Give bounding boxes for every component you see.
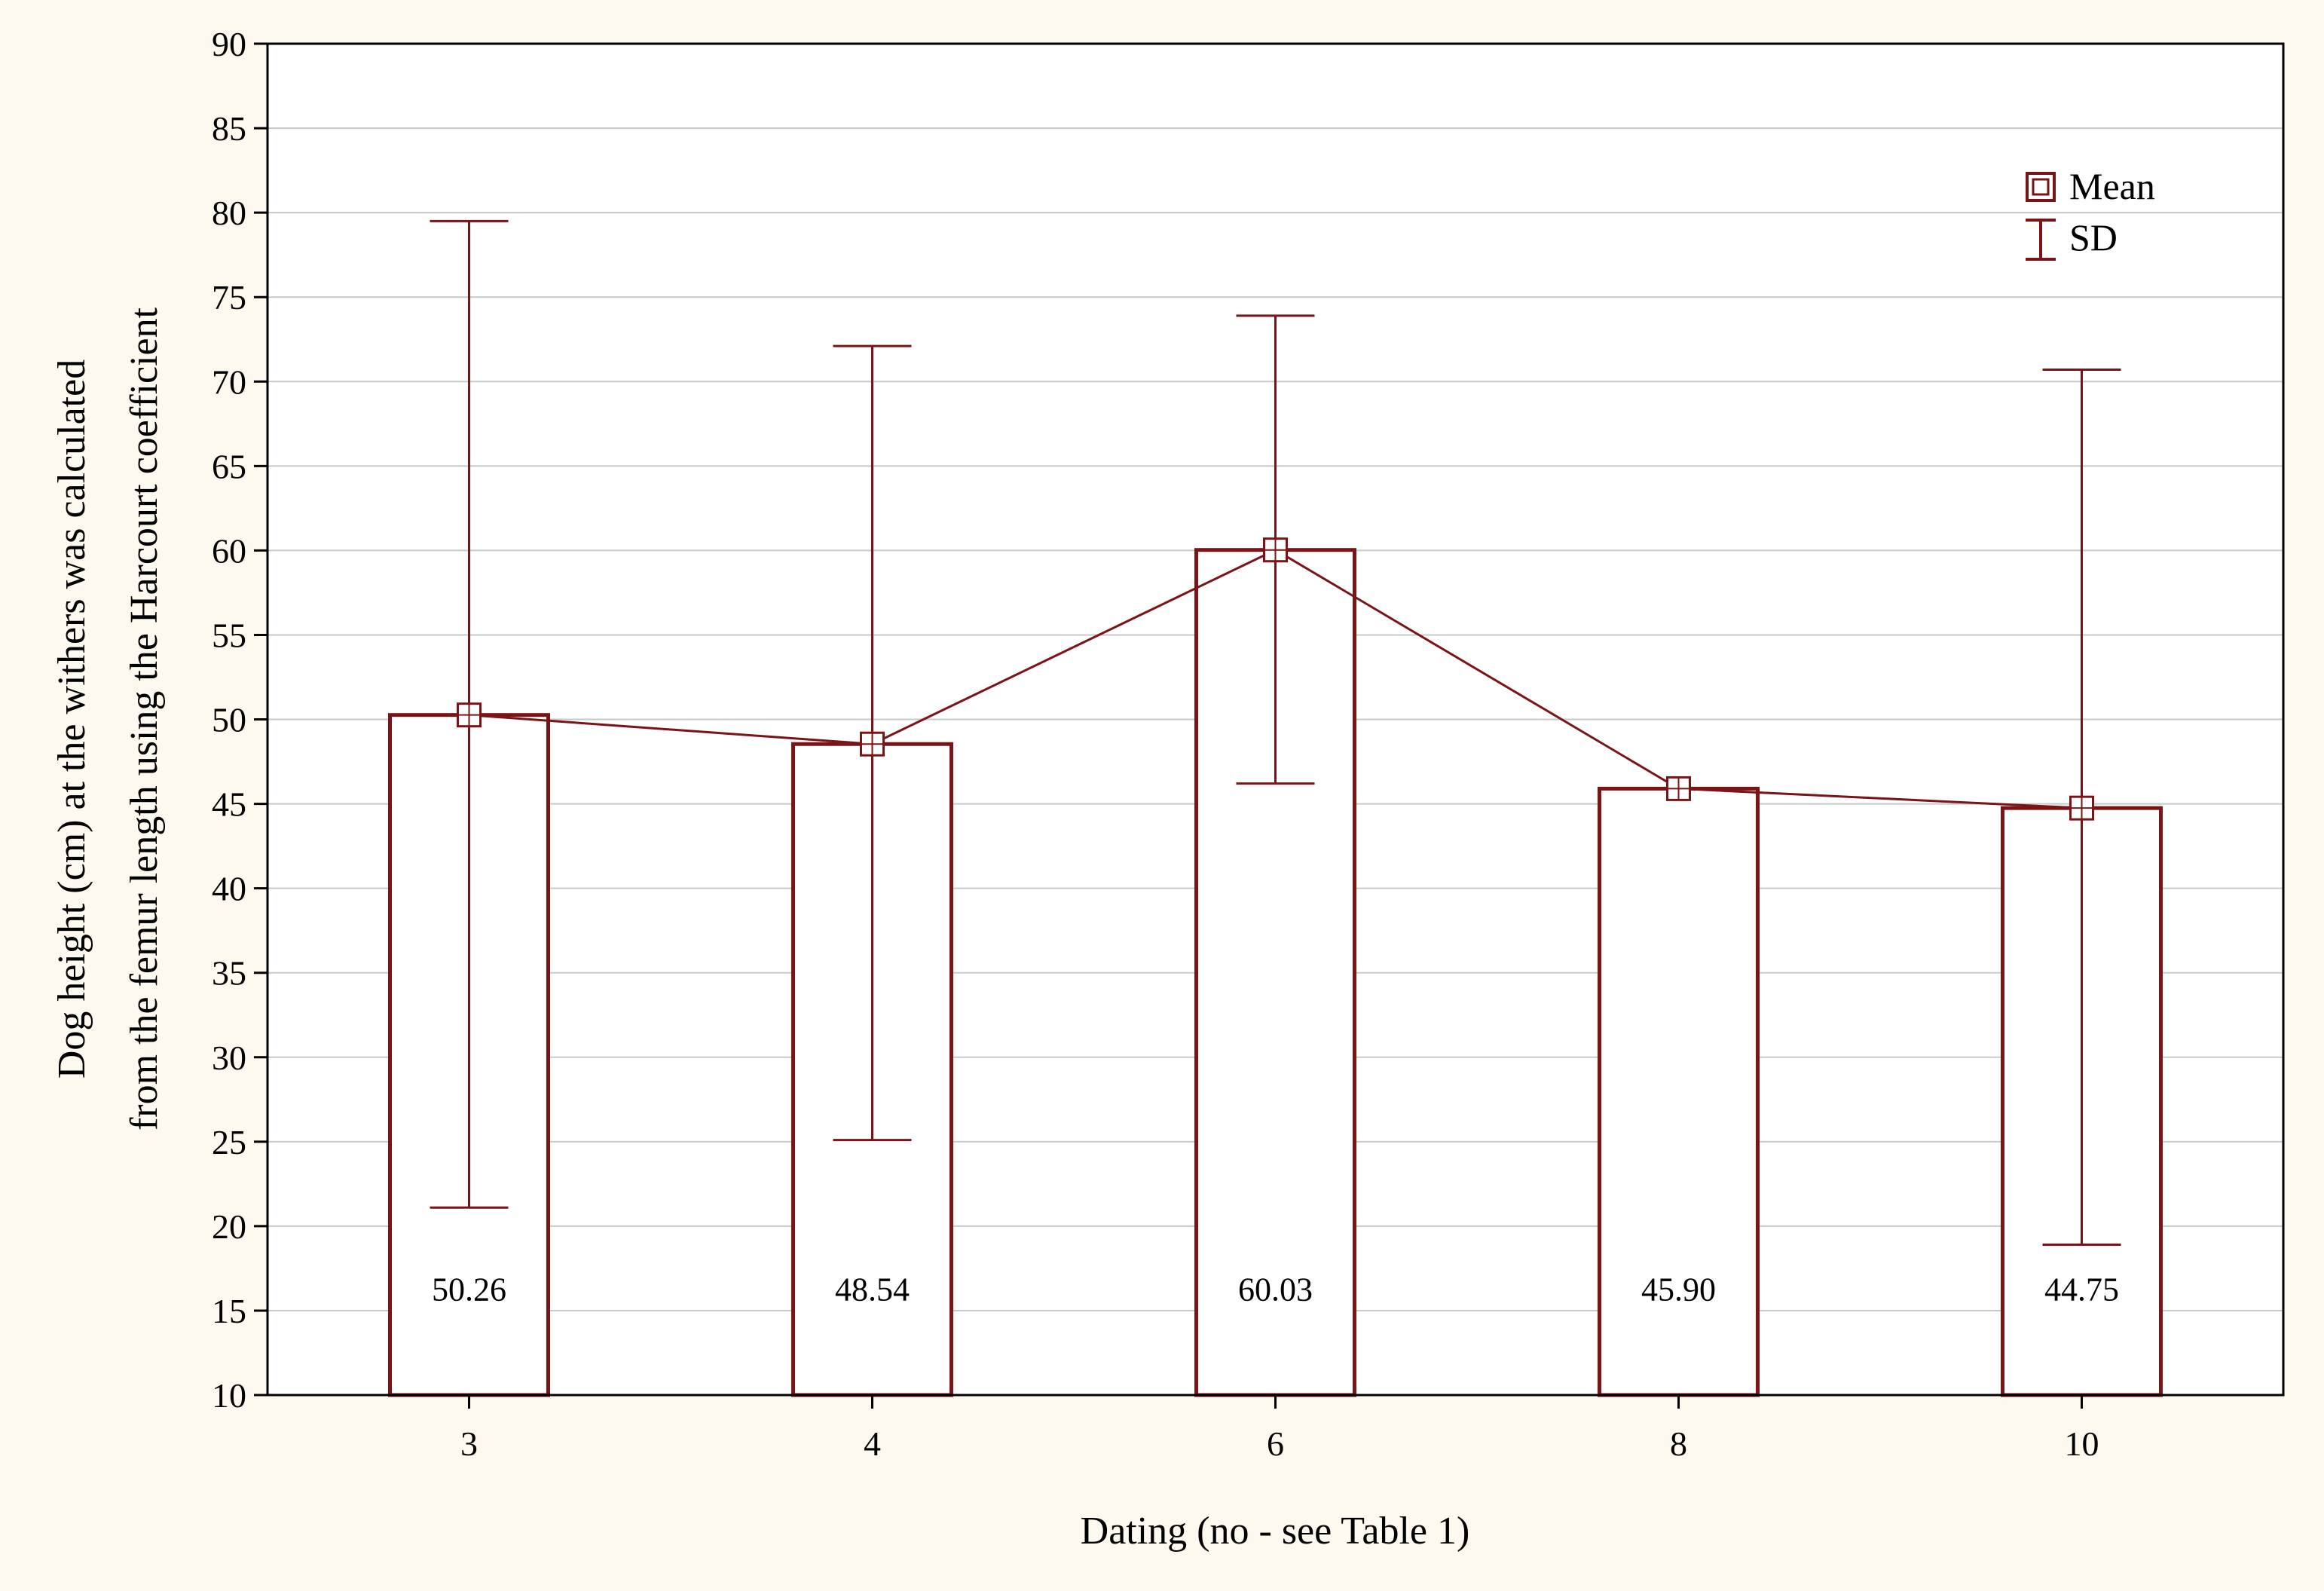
x-tick-label: 10 [2065,1424,2099,1463]
y-tick-label: 15 [212,1292,246,1330]
x-axis-ticks: 3 4 6 8 10 [460,1395,2099,1463]
y-tick-label: 40 [212,870,246,908]
y-tick-label: 60 [212,531,246,570]
y-tick-label: 80 [212,194,246,232]
bar [1598,786,1760,1397]
y-tick-label: 25 [212,1123,246,1161]
legend-mean-label: Mean [2069,165,2155,207]
legend-mean-icon [2026,172,2056,202]
data-labels: 50.26 48.54 60.03 45.90 44.75 [432,1271,2119,1308]
y-axis-label-line-2: from the femur length using the Harcourt… [123,307,166,1131]
x-tick-label: 6 [1267,1424,1284,1463]
y-tick-label: 70 [212,363,246,401]
data-label: 60.03 [1238,1271,1313,1308]
y-tick-label: 10 [212,1376,246,1415]
y-axis-ticks: 10 15 20 25 30 35 40 45 50 55 60 65 70 75 80 85 90 [212,25,268,1415]
legend: Mean SD [2026,165,2155,261]
y-tick-label: 85 [212,109,246,148]
x-tick-label: 4 [864,1424,881,1463]
y-tick-label: 75 [212,278,246,317]
y-tick-label: 20 [212,1207,246,1246]
y-tick-label: 50 [212,701,246,739]
legend-sd-label: SD [2069,216,2118,259]
y-tick-label: 90 [212,25,246,63]
legend-sd-icon [2026,219,2056,261]
y-axis-label-line-1: Dog height (cm) at the withers was calcu… [50,360,93,1079]
data-label: 45.90 [1641,1271,1716,1308]
y-tick-label: 30 [212,1039,246,1077]
y-tick-label: 55 [212,616,246,654]
data-label: 50.26 [432,1271,506,1308]
x-tick-label: 8 [1670,1424,1687,1463]
y-tick-label: 45 [212,785,246,824]
mean-markers [457,537,2094,821]
bars [388,548,2163,1397]
y-tick-label: 65 [212,447,246,485]
y-tick-label: 35 [212,954,246,993]
x-tick-label: 3 [460,1424,478,1463]
x-axis-label: Dating (no - see Table 1) [1081,1510,1470,1553]
data-label: 44.75 [2044,1271,2119,1308]
data-label: 48.54 [835,1271,910,1308]
